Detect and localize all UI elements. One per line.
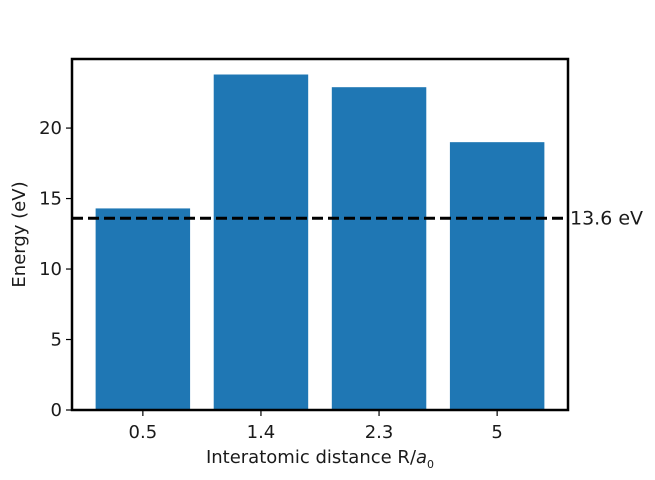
- y-tick-label: 5: [51, 330, 62, 351]
- plot-frame: [70, 57, 570, 412]
- bar-0.5: [95, 208, 191, 410]
- y-axis-ticks: 0 5 10 15 20: [39, 118, 72, 421]
- x-axis-label-sub-base: a: [416, 447, 427, 468]
- y-tick-label: 10: [39, 259, 62, 280]
- y-axis-label: Energy (eV): [9, 181, 30, 287]
- bars-group: [95, 74, 545, 410]
- x-axis-label-sub-index: 0: [427, 458, 434, 471]
- y-tick-label: 0: [51, 400, 62, 421]
- x-axis-ticks: 0.5 1.4 2.3 5: [129, 410, 503, 443]
- y-tick-label: 15: [39, 189, 62, 210]
- bar-5: [449, 142, 545, 410]
- x-tick-label: 5: [491, 422, 502, 443]
- x-axis-label-main: Interatomic distance R/: [206, 447, 417, 468]
- x-tick-label: 1.4: [247, 422, 276, 443]
- bar-2.3: [331, 87, 427, 410]
- x-tick-label: 2.3: [365, 422, 394, 443]
- x-axis-label: Interatomic distance R/a0: [206, 447, 434, 471]
- bar-1.4: [213, 74, 309, 410]
- y-tick-label: 20: [39, 118, 62, 139]
- reference-line-label: 13.6 eV: [570, 207, 643, 229]
- x-tick-label: 0.5: [129, 422, 158, 443]
